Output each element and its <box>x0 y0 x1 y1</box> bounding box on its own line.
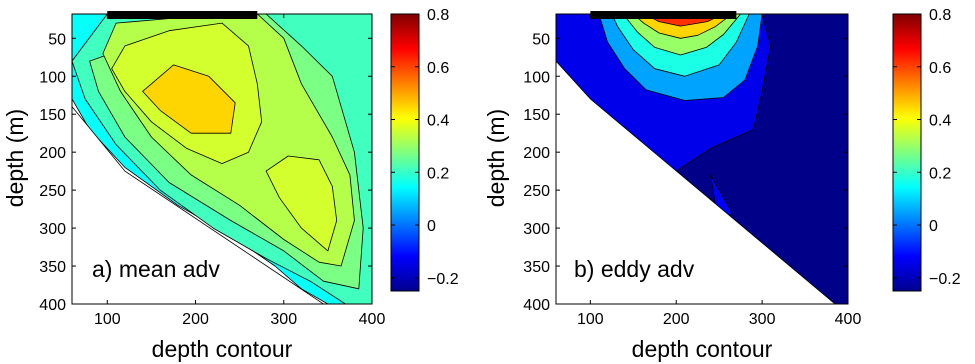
top-bar <box>107 11 258 19</box>
y-tick-label: 50 <box>532 31 550 48</box>
y-axis-label: depth (m) <box>483 109 509 207</box>
colorbar-tick-label: −0.2 <box>929 271 961 288</box>
x-tick-label: 200 <box>182 311 209 328</box>
y-tick-label: 300 <box>39 221 66 238</box>
contour-fill <box>72 14 372 304</box>
colorbar-tick-label: 0.2 <box>427 165 449 182</box>
colorbar-tick-label: −0.2 <box>427 271 459 288</box>
y-ticks: 50 100 150 200 250 300 350 400 <box>39 31 372 314</box>
x-tick-label: 300 <box>270 311 297 328</box>
y-tick-label: 350 <box>523 259 550 276</box>
y-tick-label: 200 <box>523 145 550 162</box>
y-tick-label: 400 <box>39 297 66 314</box>
colorbar-tick-label: 0.6 <box>929 60 951 77</box>
colorbar <box>892 13 922 292</box>
x-tick-label: 300 <box>749 311 776 328</box>
y-ticks: 50 100 150 200 250 300 350 400 <box>523 31 848 314</box>
colorbar-tick-label: 0.8 <box>427 7 449 24</box>
colorbar-ticks: 0.8 0.6 0.4 0.2 0 −0.2 <box>893 7 961 288</box>
x-ticks: 100 200 300 400 <box>94 14 386 328</box>
panel-eddy-adv: 100 200 300 400 50 100 150 200 250 300 350 400 b) … <box>483 7 961 362</box>
y-tick-label: 50 <box>48 31 66 48</box>
y-tick-label: 400 <box>523 297 550 314</box>
y-tick-label: 250 <box>523 183 550 200</box>
colorbar-tick-label: 0.4 <box>929 113 951 130</box>
colorbar-tick-label: 0 <box>929 218 938 235</box>
x-axis-label: depth contour <box>632 336 773 362</box>
x-tick-label: 400 <box>835 311 862 328</box>
y-tick-label: 100 <box>523 69 550 86</box>
y-tick-label: 150 <box>39 107 66 124</box>
contour-region <box>142 64 236 134</box>
contour-region <box>265 155 338 252</box>
panel-annotation: a) mean adv <box>92 256 220 282</box>
colorbar-tick-label: 0.8 <box>929 7 951 24</box>
topography-mask <box>72 105 325 304</box>
y-tick-label: 200 <box>39 145 66 162</box>
y-tick-label: 350 <box>39 259 66 276</box>
x-ticks: 100 200 300 400 <box>577 14 861 328</box>
y-tick-label: 100 <box>39 69 66 86</box>
x-tick-label: 200 <box>663 311 690 328</box>
colorbar-tick-label: 0.6 <box>427 60 449 77</box>
colorbar-tick-label: 0 <box>427 218 436 235</box>
top-bar <box>590 11 737 19</box>
y-tick-label: 150 <box>523 107 550 124</box>
top-bar-segment <box>107 11 258 19</box>
y-tick-label: 300 <box>523 221 550 238</box>
colorbar-tick-label: 0.2 <box>929 165 951 182</box>
panel-mean-adv: 100 200 300 400 50 100 150 200 250 300 350 400 a) … <box>2 7 459 362</box>
x-tick-label: 100 <box>577 311 604 328</box>
panel-annotation: b) eddy adv <box>574 256 695 282</box>
y-axis-label: depth (m) <box>2 109 28 207</box>
x-tick-label: 100 <box>94 311 121 328</box>
topography-mask <box>556 60 836 304</box>
colorbar-tick-label: 0.4 <box>427 113 449 130</box>
contour-fill <box>556 14 848 304</box>
colorbar <box>390 13 420 292</box>
x-axis-label: depth contour <box>152 336 293 362</box>
top-bar-segment <box>590 11 737 19</box>
colorbar-ticks: 0.8 0.6 0.4 0.2 0 −0.2 <box>391 7 459 288</box>
x-tick-label: 400 <box>359 311 386 328</box>
y-tick-label: 250 <box>39 183 66 200</box>
